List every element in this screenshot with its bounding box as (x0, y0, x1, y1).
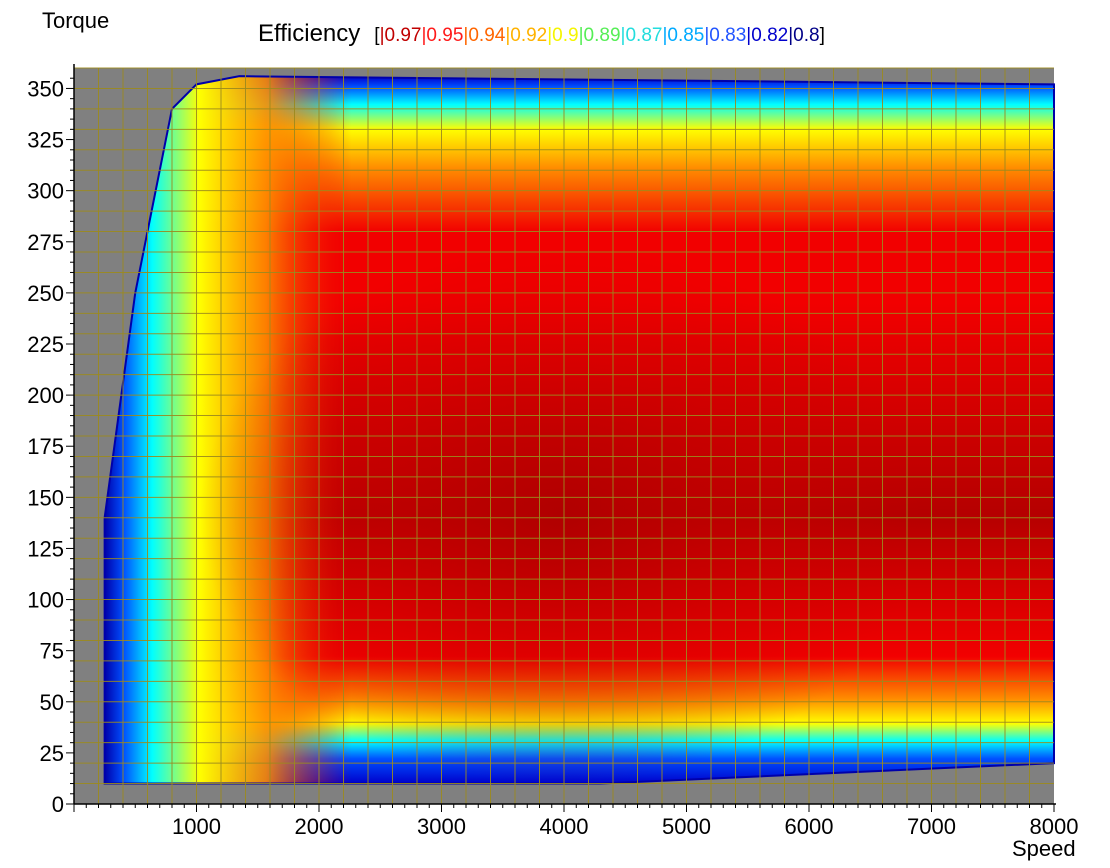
y-tick-label: 0 (52, 792, 64, 817)
legend-entry: |0.9 (547, 25, 579, 46)
legend-entry: |0.94 (463, 25, 506, 46)
x-tick-label: 7000 (907, 814, 956, 839)
legend-entry: |0.89 (578, 25, 621, 46)
legend-entry: |0.82 (746, 25, 789, 46)
x-tick-label: 5000 (662, 814, 711, 839)
chart-legend: Efficiency [|0.97|0.95|0.94|0.92|0.9|0.89… (258, 20, 825, 48)
peak-efficiency-zone (104, 76, 1054, 784)
x-tick-label: 4000 (540, 814, 589, 839)
y-tick-label: 25 (40, 741, 64, 766)
legend-open-bracket: [ (374, 25, 380, 46)
x-tick-label: 2000 (295, 814, 344, 839)
legend-entry: |0.92 (505, 25, 548, 46)
y-axis-title: Torque (42, 8, 110, 33)
legend-entry: |0.8 (788, 25, 820, 46)
grid (74, 67, 1054, 804)
legend-items: |0.97|0.95|0.94|0.92|0.9|0.89|0.87|0.85|… (379, 25, 820, 46)
efficiency-region (104, 76, 1054, 784)
y-tick-label: 100 (27, 588, 64, 613)
y-tick-label: 50 (40, 690, 64, 715)
legend-entry: |0.87 (620, 25, 663, 46)
legend-entry: |0.85 (662, 25, 705, 46)
y-tick-label: 275 (27, 230, 64, 255)
y-tick-label: 175 (27, 434, 64, 459)
legend-entry: |0.97 (379, 25, 422, 46)
legend-entry: |0.83 (704, 25, 747, 46)
y-tick-label: 325 (27, 128, 64, 153)
chart-title: Efficiency (258, 20, 361, 47)
x-tick-label: 1000 (172, 814, 221, 839)
operating-boundary (103, 75, 1055, 785)
y-tick-label: 350 (27, 76, 64, 101)
y-tick-label: 125 (27, 536, 64, 561)
legend-close-bracket: ] (819, 25, 825, 46)
x-tick-label: 6000 (785, 814, 834, 839)
legend-entry: |0.95 (421, 25, 464, 46)
x-tick-label: 3000 (417, 814, 466, 839)
x-tick-label: 8000 (1030, 814, 1079, 839)
y-tick-label: 225 (27, 332, 64, 357)
y-tick-label: 250 (27, 281, 64, 306)
x-axis-title: Speed (1012, 836, 1076, 861)
y-tick-label: 150 (27, 485, 64, 510)
y-tick-label: 300 (27, 179, 64, 204)
y-tick-label: 75 (40, 639, 64, 664)
y-tick-label: 200 (27, 383, 64, 408)
